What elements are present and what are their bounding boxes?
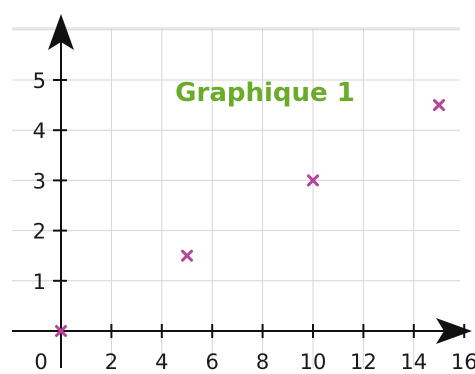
x-tick-label: 0	[34, 350, 47, 374]
y-tick-label: 3	[33, 169, 46, 193]
chart-title: Graphique 1	[175, 78, 355, 108]
tick-marks	[53, 79, 466, 338]
x-tick-label: 2	[105, 350, 118, 374]
x-axis-arrow	[436, 318, 472, 344]
data-point	[55, 325, 67, 337]
y-tick-label: 1	[33, 270, 46, 294]
data-points	[55, 99, 445, 337]
x-tick-label: 6	[206, 350, 219, 374]
x-tick-label: 14	[400, 350, 427, 374]
data-point	[307, 174, 319, 187]
data-point	[433, 99, 445, 112]
data-point	[181, 249, 193, 262]
grid	[12, 27, 460, 368]
y-tick-label: 5	[33, 69, 46, 93]
x-tick-label: 12	[350, 350, 377, 374]
x-tick-label: 4	[155, 350, 168, 374]
x-tick-label: 16	[451, 350, 475, 374]
x-tick-label: 10	[300, 350, 327, 374]
x-tick-label: 8	[256, 350, 269, 374]
axes	[12, 14, 472, 368]
y-tick-label: 2	[33, 220, 46, 244]
y-tick-label: 4	[33, 119, 46, 143]
y-axis-arrow	[48, 14, 74, 50]
